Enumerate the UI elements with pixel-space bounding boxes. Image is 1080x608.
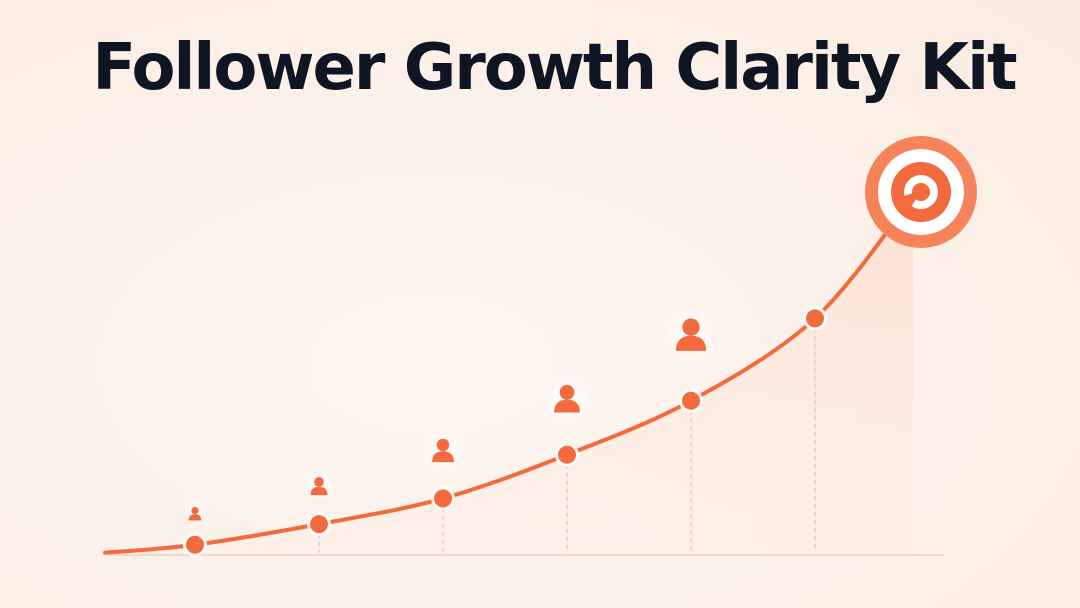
person-icon-4 (541, 372, 593, 425)
data-point-1 (186, 535, 204, 554)
person-icon-2 (302, 469, 336, 503)
person-body (432, 451, 454, 463)
data-point-2 (310, 515, 328, 534)
person-head (191, 506, 199, 515)
person-body (310, 486, 328, 496)
person-head (314, 477, 324, 487)
data-point-3 (434, 489, 452, 508)
person-body (188, 514, 202, 521)
person-head (436, 438, 450, 452)
person-body (554, 399, 580, 413)
person-head (682, 318, 700, 336)
data-point-5 (682, 391, 700, 410)
person-head (559, 384, 575, 400)
person-icon-5 (660, 304, 722, 365)
page-title: Follower Growth Clarity Kit (92, 31, 1017, 105)
data-point-4 (558, 445, 576, 464)
person-body (675, 335, 707, 351)
growth-area (105, 197, 913, 555)
person-icon-3 (421, 428, 465, 473)
data-point-6 (806, 309, 824, 328)
target-icon (865, 136, 977, 248)
arrow-head (899, 190, 921, 209)
person-icon-1 (182, 501, 208, 527)
